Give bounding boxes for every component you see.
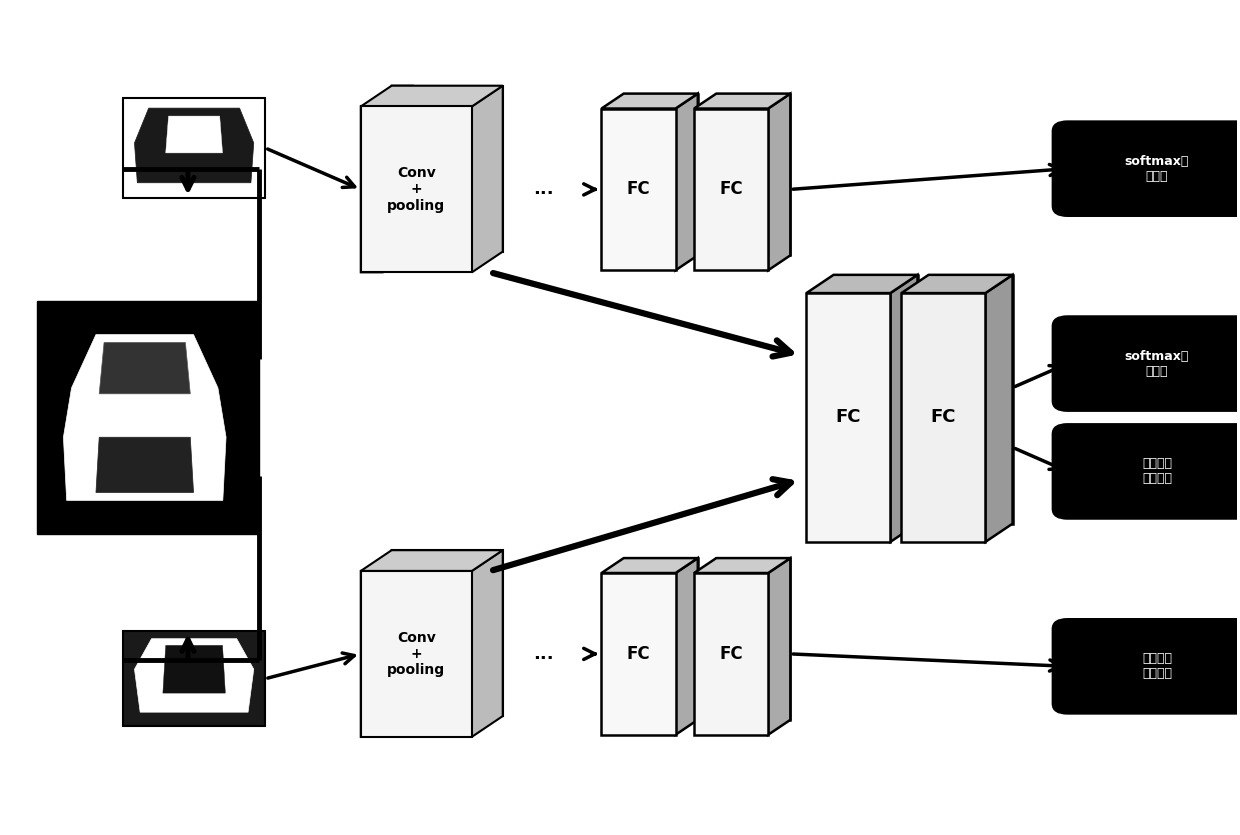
Text: softmax分
类损失: softmax分 类损失 — [1125, 350, 1189, 377]
Text: ...: ... — [533, 645, 554, 663]
Polygon shape — [361, 571, 472, 736]
Text: 对比学习
分类损失: 对比学习 分类损失 — [1142, 652, 1172, 681]
FancyBboxPatch shape — [1053, 619, 1240, 714]
Text: softmax分
类损失: softmax分 类损失 — [1125, 154, 1189, 183]
Polygon shape — [694, 94, 790, 109]
Polygon shape — [806, 293, 890, 542]
Polygon shape — [986, 275, 1013, 542]
Polygon shape — [624, 94, 698, 256]
Polygon shape — [768, 94, 790, 271]
Polygon shape — [123, 99, 265, 198]
Polygon shape — [901, 275, 1013, 293]
Polygon shape — [392, 86, 502, 251]
Polygon shape — [624, 558, 698, 720]
Polygon shape — [601, 573, 676, 735]
Polygon shape — [901, 293, 986, 542]
Polygon shape — [166, 116, 222, 153]
FancyBboxPatch shape — [1053, 424, 1240, 519]
Polygon shape — [601, 558, 698, 573]
Text: FC: FC — [626, 645, 650, 663]
Polygon shape — [361, 86, 414, 272]
Text: Conv
+
pooling: Conv + pooling — [387, 630, 445, 677]
Polygon shape — [99, 342, 190, 394]
Polygon shape — [361, 550, 502, 571]
Polygon shape — [890, 275, 918, 542]
Polygon shape — [134, 108, 254, 183]
Text: 对比学习
分类损失: 对比学习 分类损失 — [1142, 458, 1172, 485]
Polygon shape — [806, 275, 918, 293]
Polygon shape — [123, 631, 265, 726]
Text: ...: ... — [533, 180, 554, 199]
Polygon shape — [676, 94, 698, 271]
Polygon shape — [392, 550, 502, 716]
FancyBboxPatch shape — [1053, 121, 1240, 216]
Polygon shape — [63, 335, 226, 500]
Polygon shape — [676, 558, 698, 735]
Polygon shape — [601, 109, 676, 271]
Text: FC: FC — [836, 408, 861, 427]
Polygon shape — [694, 573, 768, 735]
Polygon shape — [361, 86, 502, 106]
Polygon shape — [717, 558, 790, 720]
Polygon shape — [472, 86, 502, 272]
Polygon shape — [929, 275, 1013, 524]
Text: FC: FC — [719, 645, 743, 663]
Polygon shape — [361, 550, 414, 736]
Text: Conv
+
pooling: Conv + pooling — [387, 166, 445, 213]
FancyBboxPatch shape — [1053, 316, 1240, 411]
Polygon shape — [472, 550, 502, 736]
Text: FC: FC — [626, 180, 650, 199]
Polygon shape — [162, 645, 226, 693]
Polygon shape — [768, 558, 790, 735]
Polygon shape — [694, 109, 768, 271]
Polygon shape — [601, 94, 698, 109]
Polygon shape — [833, 275, 918, 524]
Polygon shape — [694, 558, 790, 573]
Text: FC: FC — [719, 180, 743, 199]
Polygon shape — [134, 639, 254, 712]
Polygon shape — [37, 301, 259, 534]
Polygon shape — [95, 438, 193, 493]
Polygon shape — [717, 94, 790, 256]
Polygon shape — [361, 106, 472, 272]
Text: FC: FC — [931, 408, 956, 427]
